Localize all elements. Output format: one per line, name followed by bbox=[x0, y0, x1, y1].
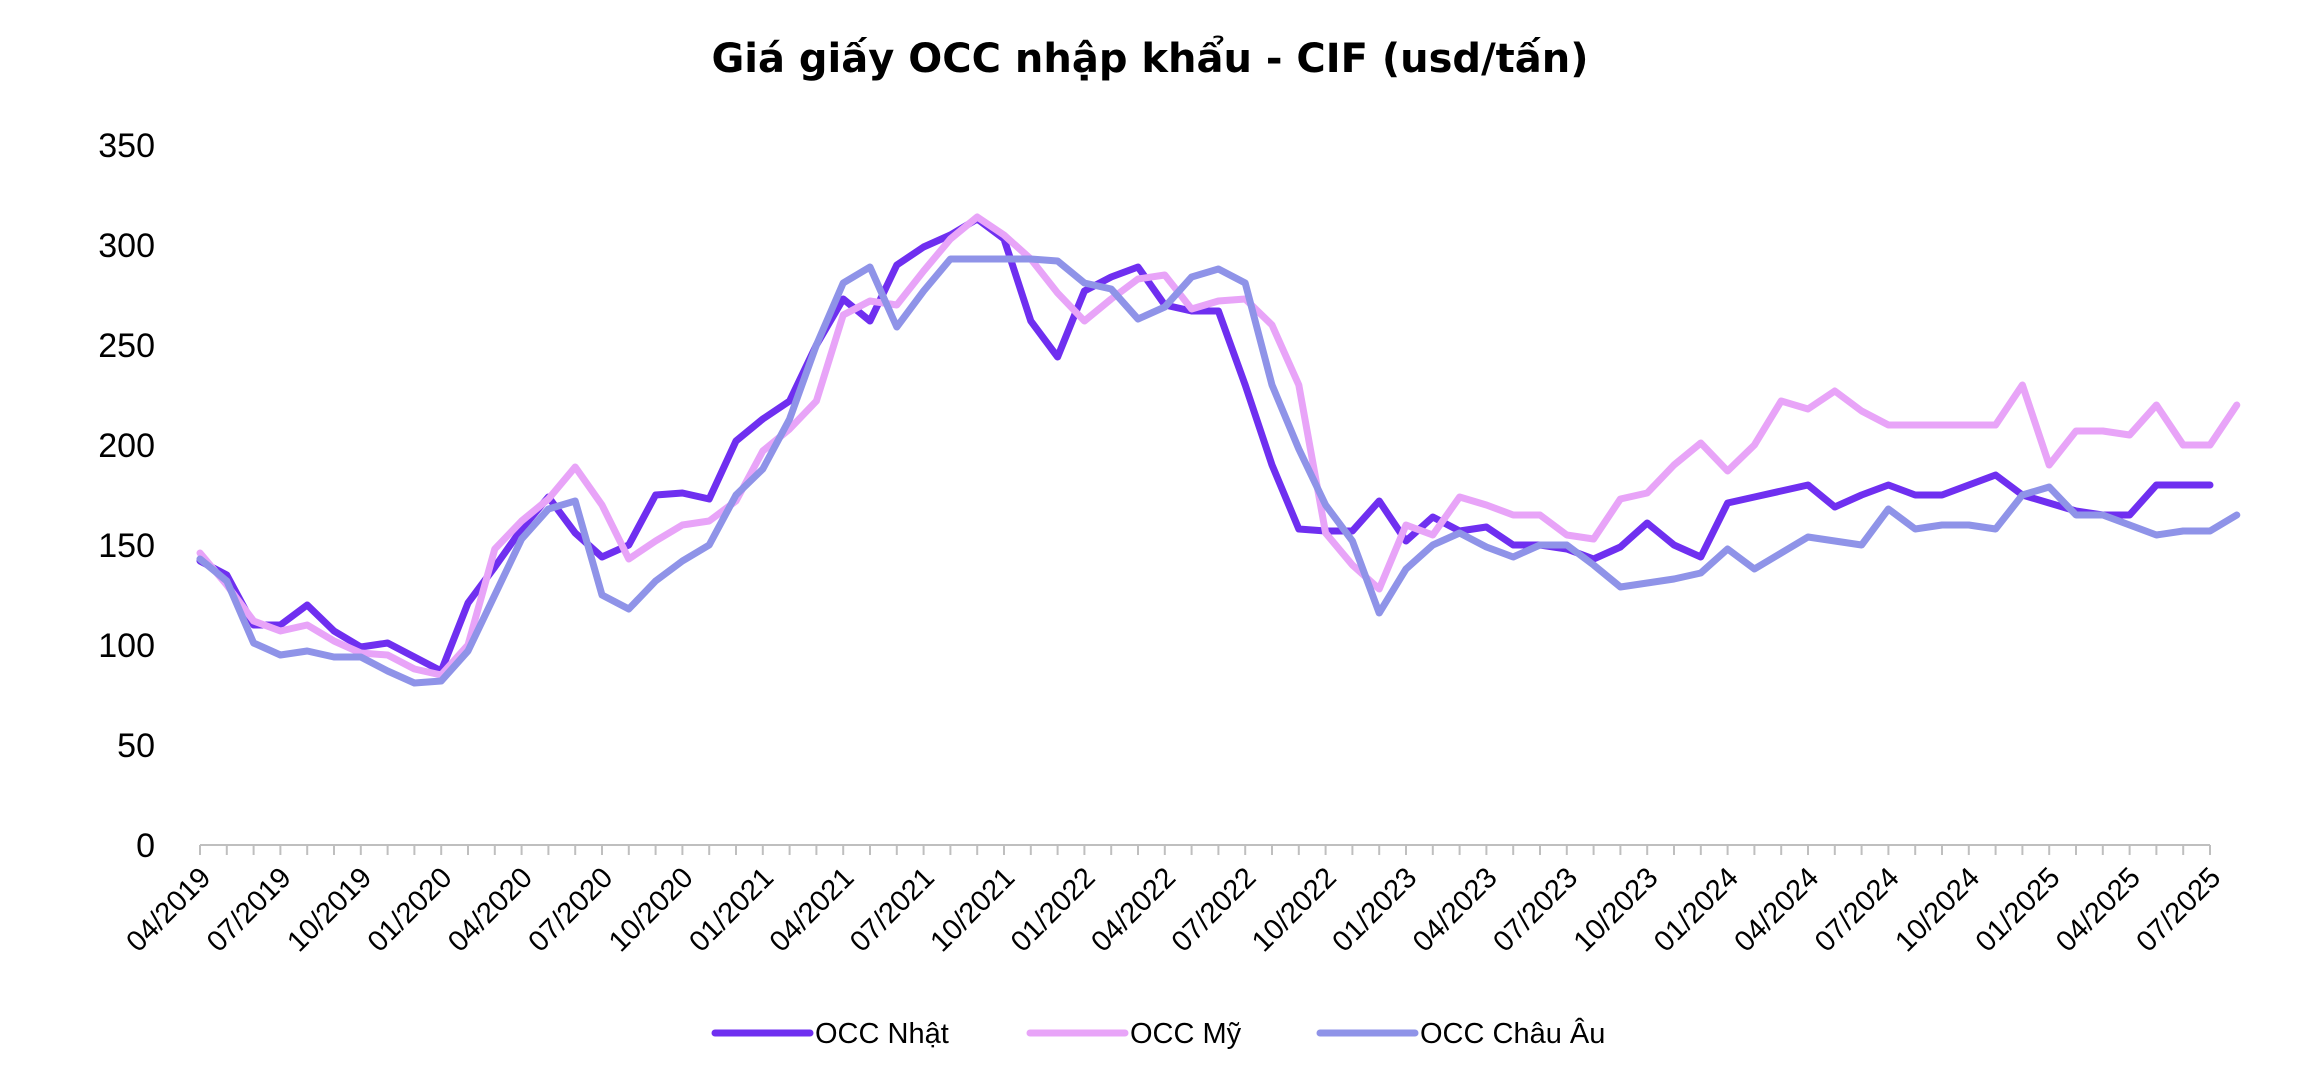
x-tick-label: 04/2025 bbox=[2050, 862, 2147, 959]
x-tick-label: 10/2021 bbox=[925, 862, 1022, 959]
y-tick-label: 200 bbox=[98, 427, 155, 465]
x-tick-label: 07/2025 bbox=[2131, 862, 2228, 959]
x-tick-label: 04/2023 bbox=[1407, 862, 1504, 959]
legend: OCC Nhật OCC Mỹ OCC Châu Âu bbox=[711, 1017, 1605, 1050]
y-tick-label: 250 bbox=[98, 327, 155, 365]
y-tick-label: 100 bbox=[98, 627, 155, 665]
series-line-2 bbox=[196, 213, 2241, 679]
x-tick-label: 07/2023 bbox=[1487, 862, 1584, 959]
y-axis: 0 50 100 150 200 250 300 350 bbox=[98, 127, 155, 865]
x-tick-label: 01/2025 bbox=[1970, 862, 2067, 959]
x-tick-label: 10/2023 bbox=[1568, 862, 1665, 959]
x-tick-label: 07/2022 bbox=[1166, 862, 1263, 959]
y-tick-label: 300 bbox=[98, 227, 155, 265]
x-tick-label: 07/2021 bbox=[844, 862, 941, 959]
x-tick-label: 01/2020 bbox=[362, 862, 459, 959]
legend-label: OCC Nhật bbox=[815, 1018, 949, 1050]
y-tick-label: 350 bbox=[98, 127, 155, 165]
x-tick-label: 07/2019 bbox=[201, 862, 298, 959]
x-tick-label: 10/2022 bbox=[1246, 862, 1343, 959]
legend-label: OCC Mỹ bbox=[1130, 1018, 1242, 1050]
x-tick-label: 04/2020 bbox=[442, 862, 539, 959]
x-tick-label: 04/2024 bbox=[1729, 862, 1826, 959]
y-tick-label: 0 bbox=[136, 827, 155, 865]
x-tick-label: 01/2021 bbox=[683, 862, 780, 959]
x-tick-label: 04/2021 bbox=[764, 862, 861, 959]
x-axis: 04/201907/201910/201901/202004/202007/20… bbox=[121, 844, 2228, 959]
series-layer bbox=[196, 213, 2241, 687]
x-tick-label: 07/2024 bbox=[1809, 862, 1906, 959]
x-tick-label: 10/2019 bbox=[281, 862, 378, 959]
x-tick-label: 10/2020 bbox=[603, 862, 700, 959]
chart-title: Giá giấy OCC nhập khẩu - CIF (usd/tấn) bbox=[711, 34, 1588, 82]
x-tick-label: 04/2022 bbox=[1085, 862, 1182, 959]
x-tick-label: 01/2022 bbox=[1005, 862, 1102, 959]
x-tick-label: 01/2024 bbox=[1648, 862, 1745, 959]
x-tick-label: 10/2024 bbox=[1889, 862, 1986, 959]
x-tick-label: 01/2023 bbox=[1327, 862, 1424, 959]
x-tick-label: 07/2020 bbox=[523, 862, 620, 959]
legend-label: OCC Châu Âu bbox=[1420, 1017, 1605, 1050]
y-tick-label: 150 bbox=[98, 527, 155, 565]
y-tick-label: 50 bbox=[117, 727, 155, 765]
series-line-3 bbox=[196, 255, 2241, 687]
x-tick-label: 04/2019 bbox=[121, 862, 218, 959]
series-line-1 bbox=[196, 215, 2214, 675]
